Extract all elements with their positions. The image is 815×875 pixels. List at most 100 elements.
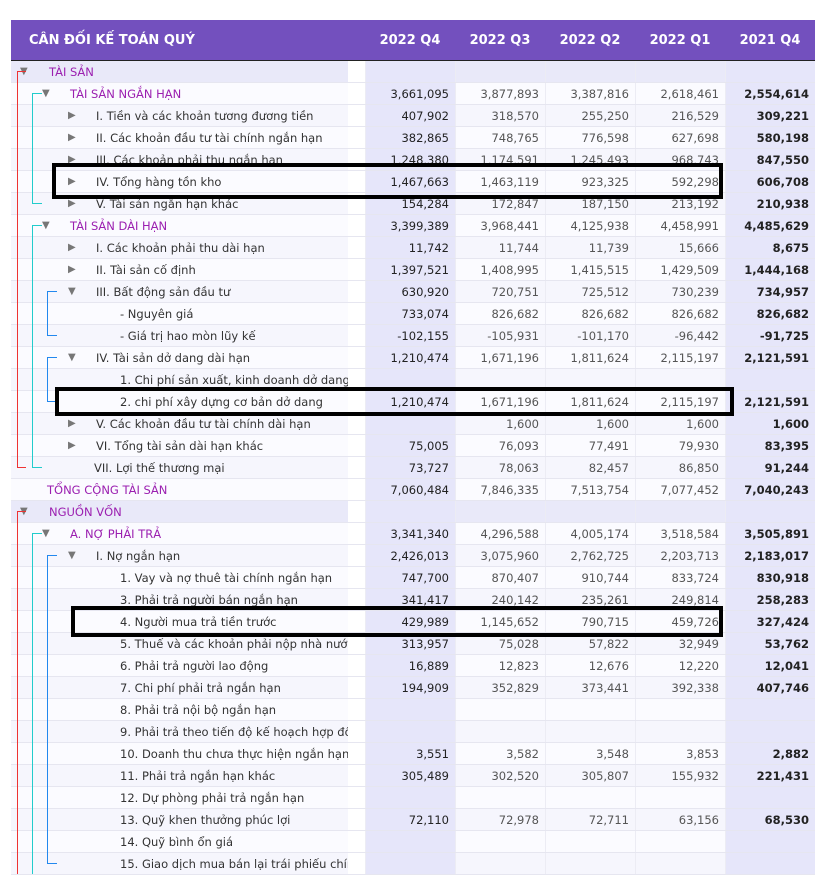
table-body: ▼TÀI SẢN▼TÀI SẢN NGẮN HẠN3,661,0953,877,… [11, 61, 815, 875]
expand-arrow-icon[interactable]: ▶ [68, 198, 76, 209]
value-cell: 4,485,629 [725, 215, 815, 236]
value-cell: 3,075,960 [455, 545, 545, 566]
row-label-cell: 3. Phải trả người bán ngắn hạn [11, 589, 348, 610]
column-header[interactable]: 2022 Q2 [559, 32, 621, 48]
value-cell: 592,298 [635, 171, 725, 192]
table-row[interactable]: ▼ III. Bất động sản đầu tư 630,920 720,751 7… [11, 281, 815, 303]
table-row[interactable]: ▶ I. Tiền và các khoản tương đương tiền 40… [11, 105, 815, 127]
table-row[interactable]: 14. Quỹ bình ổn giá [11, 831, 815, 853]
table-row[interactable]: 10. Doanh thu chưa thực hiện ngắn hạn 3,5… [11, 743, 815, 765]
value-cell: 3,853 [635, 743, 725, 764]
value-cell: 11,742 [365, 237, 455, 258]
value-cell: 776,598 [545, 127, 635, 148]
value-cell: 72,711 [545, 809, 635, 830]
table-row[interactable]: 6. Phải trả người lao động 16,889 12,823 12… [11, 655, 815, 677]
value-cell: 1,415,515 [545, 259, 635, 280]
spacer [348, 259, 365, 280]
row-label: V. Tài sản ngắn hạn khác [96, 196, 239, 211]
value-cell: 833,724 [635, 567, 725, 588]
collapse-arrow-icon[interactable]: ▼ [42, 88, 50, 99]
table-row[interactable]: ▶ IV. Tổng hàng tồn kho 1,467,663 1,463,119… [11, 171, 815, 193]
table-row[interactable]: VII. Lợi thế thương mại 73,727 78,063 82,45… [11, 457, 815, 479]
expand-arrow-icon[interactable]: ▶ [68, 418, 76, 429]
table-row[interactable]: 15. Giao dịch mua bán lại trái phiếu chí… [11, 853, 815, 875]
value-cell: 1,600 [455, 413, 545, 434]
table-row[interactable]: 9. Phải trả theo tiến độ kế hoạch hợp đồ… [11, 721, 815, 743]
spacer [348, 589, 365, 610]
row-label: I. Các khoản phải thu dài hạn [96, 240, 265, 255]
collapse-arrow-icon[interactable]: ▼ [42, 528, 50, 539]
row-label-cell: ▶ II. Các khoản đầu tư tài chính ngắn hạn [11, 127, 348, 148]
expand-arrow-icon[interactable]: ▶ [68, 440, 76, 451]
spacer [348, 567, 365, 588]
tree-guide-line [17, 71, 26, 72]
value-cell: 3,505,891 [725, 523, 815, 544]
spacer [348, 655, 365, 676]
value-cell [455, 501, 545, 522]
table-row[interactable]: ▶ II. Tài sản cố định 1,397,521 1,408,995 1,… [11, 259, 815, 281]
table-row[interactable]: 8. Phải trả nội bộ ngắn hạn [11, 699, 815, 721]
value-cell: 1,210,474 [365, 347, 455, 368]
value-cell [635, 853, 725, 874]
row-label-cell: 11. Phải trả ngắn hạn khác [11, 765, 348, 786]
expand-arrow-icon[interactable]: ▶ [68, 110, 76, 121]
table-row[interactable]: 11. Phải trả ngắn hạn khác 305,489 302,520… [11, 765, 815, 787]
row-label-cell: ▶ I. Các khoản phải thu dài hạn [11, 237, 348, 258]
table-row[interactable]: - Giá trị hao mòn lũy kế -102,155 -105,931… [11, 325, 815, 347]
tree-guide-line [17, 467, 26, 468]
value-cell [725, 787, 815, 808]
column-header[interactable]: 2022 Q1 [649, 32, 711, 48]
value-cell: 240,142 [455, 589, 545, 610]
table-row[interactable]: 1. Vay và nợ thuê tài chính ngắn hạn 747,… [11, 567, 815, 589]
table-row[interactable]: ▼NGUỒN VỐN [11, 501, 815, 523]
tree-guide-line [32, 467, 42, 468]
value-cell: 747,700 [365, 567, 455, 588]
table-row[interactable]: ▼ A. NỢ PHẢI TRẢ 3,341,340 4,296,588 4,005,1… [11, 523, 815, 545]
expand-arrow-icon[interactable]: ▶ [68, 264, 76, 275]
row-label-cell: ▼NGUỒN VỐN [11, 501, 348, 522]
table-row[interactable]: TỔNG CỘNG TÀI SẢN 7,060,484 7,846,335 7,513… [11, 479, 815, 501]
row-label-cell: ▼ TÀI SẢN DÀI HẠN [11, 215, 348, 236]
table-row[interactable]: ▶ I. Các khoản phải thu dài hạn 11,742 11,7… [11, 237, 815, 259]
table-row[interactable]: ▶ II. Các khoản đầu tư tài chính ngắn hạn… [11, 127, 815, 149]
table-row[interactable]: 13. Quỹ khen thưởng phúc lợi 72,110 72,978… [11, 809, 815, 831]
collapse-arrow-icon[interactable]: ▼ [68, 352, 76, 363]
expand-arrow-icon[interactable]: ▶ [68, 176, 76, 187]
spacer [348, 831, 365, 852]
tree-guide-line [47, 335, 57, 336]
table-row[interactable]: ▼ TÀI SẢN DÀI HẠN 3,399,389 3,968,441 4,125,… [11, 215, 815, 237]
tree-guide-line [32, 225, 33, 468]
value-cell: 12,823 [455, 655, 545, 676]
collapse-arrow-icon[interactable]: ▼ [68, 286, 76, 297]
row-label: - Giá trị hao mòn lũy kế [120, 328, 256, 343]
column-header[interactable]: 2022 Q3 [469, 32, 531, 48]
column-header[interactable]: 2021 Q4 [739, 32, 801, 48]
table-row[interactable]: 4. Người mua trả tiền trước 429,989 1,145,… [11, 611, 815, 633]
row-label: 1. Chi phí sản xuất, kinh doanh dở dang … [120, 372, 348, 387]
table-row[interactable]: 3. Phải trả người bán ngắn hạn 341,417 240… [11, 589, 815, 611]
table-row[interactable]: ▶ VI. Tổng tài sản dài hạn khác 75,005 76,0… [11, 435, 815, 457]
row-label: 12. Dự phòng phải trả ngắn hạn [120, 790, 305, 805]
table-row[interactable]: ▼ TÀI SẢN NGẮN HẠN 3,661,095 3,877,893 3,387… [11, 83, 815, 105]
table-row[interactable]: ▼ I. Nợ ngắn hạn 2,426,013 3,075,960 2,762,7… [11, 545, 815, 567]
table-row[interactable]: - Nguyên giá 733,074 826,682 826,682 826,682… [11, 303, 815, 325]
table-row[interactable]: 7. Chi phí phải trả ngắn hạn 194,909 352,8… [11, 677, 815, 699]
expand-arrow-icon[interactable]: ▶ [68, 154, 76, 165]
row-label-cell: 12. Dự phòng phải trả ngắn hạn [11, 787, 348, 808]
table-row[interactable]: 1. Chi phí sản xuất, kinh doanh dở dang … [11, 369, 815, 391]
expand-arrow-icon[interactable]: ▶ [68, 132, 76, 143]
value-cell: 3,548 [545, 743, 635, 764]
collapse-arrow-icon[interactable]: ▼ [42, 220, 50, 231]
row-label-cell: ▼ III. Bất động sản đầu tư [11, 281, 348, 302]
table-row[interactable]: 12. Dự phòng phải trả ngắn hạn [11, 787, 815, 809]
table-row[interactable]: ▼ IV. Tài sản dở dang dài hạn 1,210,474 1,6… [11, 347, 815, 369]
table-row[interactable]: 5. Thuế và các khoản phải nộp nhà nước 31… [11, 633, 815, 655]
value-cell [545, 853, 635, 874]
table-row[interactable]: ▼TÀI SẢN [11, 61, 815, 83]
column-header[interactable]: 2022 Q4 [379, 32, 441, 48]
table-row[interactable]: ▶ V. Các khoản đầu tư tài chính dài hạn 1,… [11, 413, 815, 435]
value-cell: 83,395 [725, 435, 815, 456]
row-label: 4. Người mua trả tiền trước [120, 614, 277, 629]
collapse-arrow-icon[interactable]: ▼ [68, 550, 76, 561]
expand-arrow-icon[interactable]: ▶ [68, 242, 76, 253]
